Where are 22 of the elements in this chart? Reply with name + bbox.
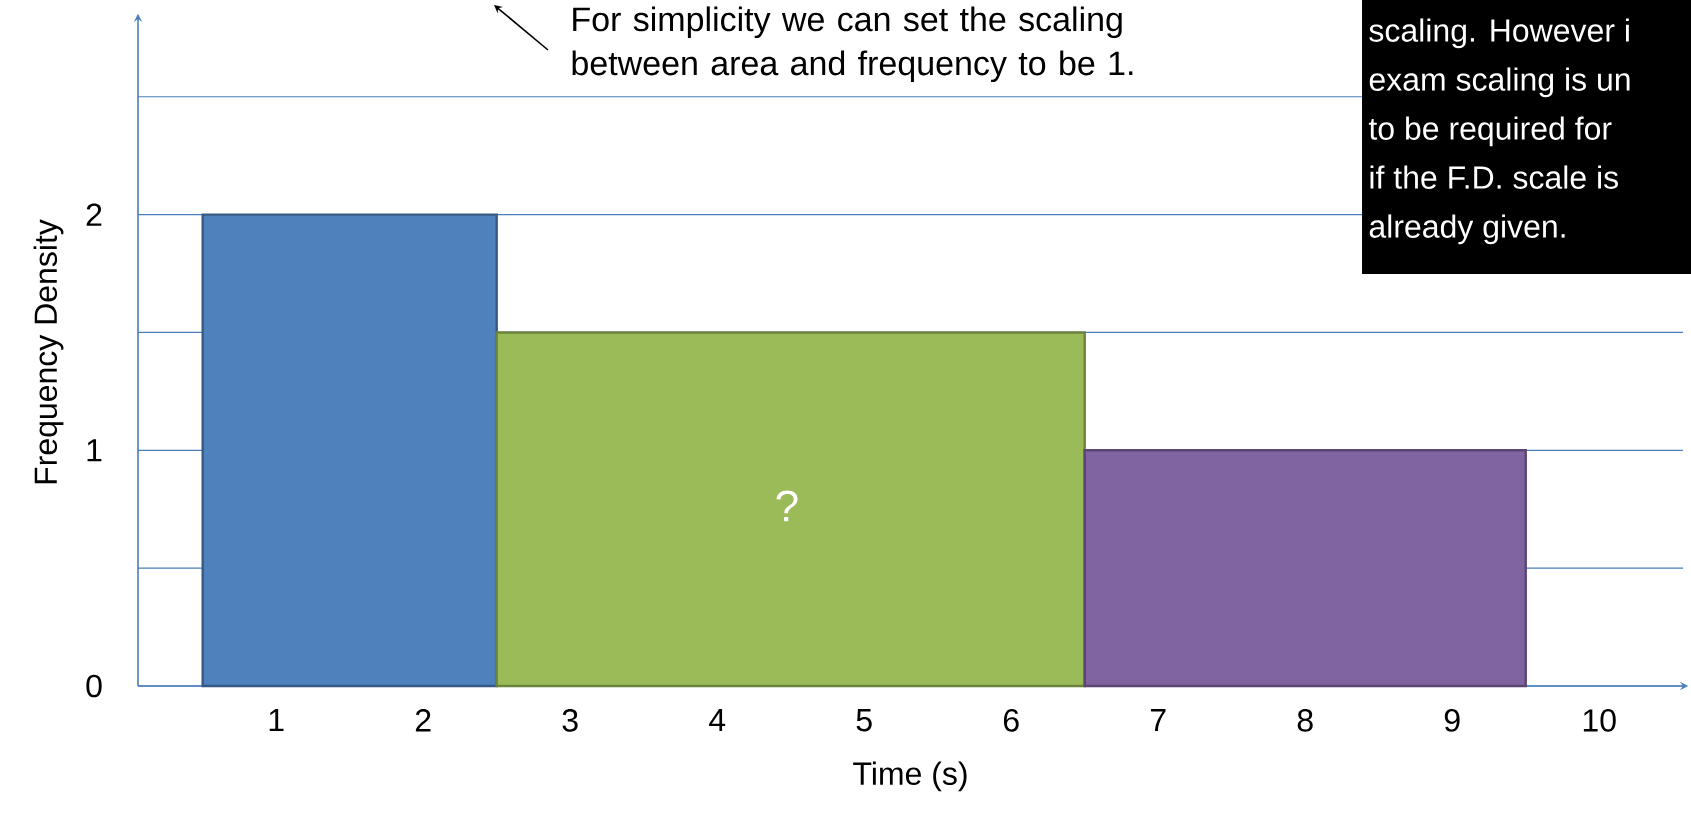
annotation: if the F.D. scale is bbox=[1370, 165, 1618, 189]
x-tick-label: 6 bbox=[1003, 709, 1019, 732]
annotation: ? bbox=[776, 490, 798, 522]
x-tick-label: 7 bbox=[1150, 709, 1166, 732]
x-tick-label: 10 bbox=[1583, 709, 1616, 732]
x-tick-label: 9 bbox=[1444, 709, 1460, 732]
y-tick-label: 2 bbox=[86, 203, 102, 226]
annotation: For simplicity we can set the scaling between area and frequency to be 1. bbox=[572, 6, 1133, 83]
annotation: exam scaling is un bbox=[1369, 67, 1630, 98]
x-tick-label: 5 bbox=[856, 709, 872, 732]
x-tick-label: 3 bbox=[562, 709, 578, 732]
annotation: to be required for bbox=[1368, 116, 1612, 147]
annotation: already given. bbox=[1369, 214, 1565, 245]
y-axis-title: Frequency Density bbox=[33, 219, 64, 484]
x-axis-title: Time (s) bbox=[853, 761, 967, 792]
x-tick-label: 2 bbox=[415, 709, 431, 732]
y-tick-label: 1 bbox=[87, 439, 102, 462]
y-tick-label: 0 bbox=[86, 674, 102, 698]
x-tick-label: 1 bbox=[269, 709, 284, 732]
annotation: scaling. However i bbox=[1369, 18, 1629, 49]
x-tick-label: 4 bbox=[709, 709, 726, 732]
x-tick-label: 8 bbox=[1297, 709, 1313, 732]
